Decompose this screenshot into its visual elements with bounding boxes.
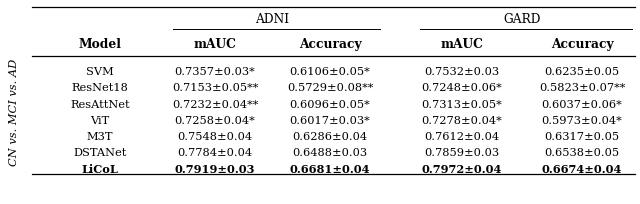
Text: 0.6096±0.05*: 0.6096±0.05* bbox=[290, 99, 371, 109]
Text: 0.5973±0.04*: 0.5973±0.04* bbox=[541, 115, 622, 125]
Text: ViT: ViT bbox=[90, 115, 109, 125]
Text: Accuracy: Accuracy bbox=[299, 38, 362, 51]
Text: ResNet18: ResNet18 bbox=[72, 83, 129, 93]
Text: 0.7859±0.03: 0.7859±0.03 bbox=[424, 148, 500, 158]
Text: 0.5729±0.08**: 0.5729±0.08** bbox=[287, 83, 373, 93]
Text: 0.7232±0.04**: 0.7232±0.04** bbox=[172, 99, 258, 109]
Text: 0.6317±0.05: 0.6317±0.05 bbox=[545, 132, 620, 142]
Text: 0.5823±0.07**: 0.5823±0.07** bbox=[539, 83, 625, 93]
Text: 0.6538±0.05: 0.6538±0.05 bbox=[545, 148, 620, 158]
Text: 0.6106±0.05*: 0.6106±0.05* bbox=[290, 67, 371, 77]
Text: Accuracy: Accuracy bbox=[550, 38, 613, 51]
Text: 0.7784±0.04: 0.7784±0.04 bbox=[177, 148, 253, 158]
Text: 0.7153±0.05**: 0.7153±0.05** bbox=[172, 83, 258, 93]
Text: LiCoL: LiCoL bbox=[81, 163, 118, 174]
Text: 0.7548±0.04: 0.7548±0.04 bbox=[177, 132, 253, 142]
Text: 0.7258±0.04*: 0.7258±0.04* bbox=[175, 115, 255, 125]
Text: GARD: GARD bbox=[503, 13, 541, 26]
Text: 0.7278±0.04*: 0.7278±0.04* bbox=[422, 115, 502, 125]
Text: 0.7612±0.04: 0.7612±0.04 bbox=[424, 132, 500, 142]
Text: 0.6488±0.03: 0.6488±0.03 bbox=[292, 148, 367, 158]
Text: CN vs. MCI vs. AD: CN vs. MCI vs. AD bbox=[9, 59, 19, 166]
Text: 0.6037±0.06*: 0.6037±0.06* bbox=[541, 99, 622, 109]
Text: ADNI: ADNI bbox=[255, 13, 289, 26]
Text: Model: Model bbox=[79, 38, 122, 51]
Text: M3T: M3T bbox=[87, 132, 113, 142]
Text: 0.7313±0.05*: 0.7313±0.05* bbox=[422, 99, 502, 109]
Text: 0.6235±0.05: 0.6235±0.05 bbox=[545, 67, 620, 77]
Text: mAUC: mAUC bbox=[193, 38, 236, 51]
Text: 0.6286±0.04: 0.6286±0.04 bbox=[292, 132, 367, 142]
Text: 0.6674±0.04: 0.6674±0.04 bbox=[542, 163, 622, 174]
Text: DSTANet: DSTANet bbox=[74, 148, 127, 158]
Text: mAUC: mAUC bbox=[440, 38, 483, 51]
Text: 0.7532±0.03: 0.7532±0.03 bbox=[424, 67, 500, 77]
Text: 0.7248±0.06*: 0.7248±0.06* bbox=[422, 83, 502, 93]
Text: 0.6017±0.03*: 0.6017±0.03* bbox=[290, 115, 371, 125]
Text: 0.7357±0.03*: 0.7357±0.03* bbox=[175, 67, 255, 77]
Text: 0.7972±0.04: 0.7972±0.04 bbox=[422, 163, 502, 174]
Text: 0.6681±0.04: 0.6681±0.04 bbox=[290, 163, 371, 174]
Text: 0.7919±0.03: 0.7919±0.03 bbox=[175, 163, 255, 174]
Text: ResAttNet: ResAttNet bbox=[70, 99, 130, 109]
Text: SVM: SVM bbox=[86, 67, 114, 77]
